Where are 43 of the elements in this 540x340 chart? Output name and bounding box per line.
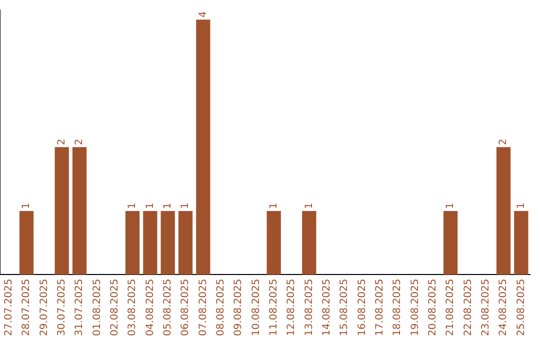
x-tick-label: 05.08.2025	[162, 278, 174, 336]
data-label: 1	[268, 202, 280, 209]
x-tick-label: 09.08.2025	[233, 278, 244, 336]
data-label: 2	[498, 138, 510, 146]
x-tick-label: 08.08.2025	[215, 278, 226, 336]
x-tick-label: 15.08.2025	[339, 278, 350, 336]
x-tick-label: 13.08.2025	[304, 278, 315, 336]
data-label: 2	[74, 138, 86, 146]
x-tick-label: 24.08.2025	[498, 278, 510, 336]
x-tick-label: 28.07.2025	[21, 278, 32, 336]
data-label: 1	[445, 202, 456, 209]
x-tick-label: 19.08.2025	[410, 278, 421, 336]
x-tick-label: 07.08.2025	[198, 278, 209, 336]
data-label: 1	[144, 202, 156, 209]
x-tick-label: 16.08.2025	[356, 278, 368, 336]
x-tick-label: 23.08.2025	[480, 278, 492, 336]
x-tick-label: 20.08.2025	[427, 278, 438, 336]
x-tick-label: 27.07.2025	[3, 278, 14, 336]
x-tick-label: 04.08.2025	[144, 278, 156, 336]
x-tick-label: 22.08.2025	[462, 278, 474, 336]
x-tick-label: 29.07.2025	[38, 278, 50, 336]
data-label: 1	[21, 202, 32, 209]
x-tick-label: 31.07.2025	[74, 278, 86, 336]
x-tick-label: 18.08.2025	[392, 278, 404, 336]
data-label: 1	[180, 202, 192, 209]
x-tick-label: 30.07.2025	[56, 278, 68, 336]
data-label: 1	[516, 202, 527, 209]
x-tick-label: 21.08.2025	[445, 278, 456, 336]
data-label: 1	[162, 202, 174, 209]
x-tick-label: 14.08.2025	[321, 278, 332, 336]
data-label: 2	[56, 138, 68, 146]
x-tick-label: 02.08.2025	[109, 278, 120, 336]
x-tick-label: 10.08.2025	[250, 278, 262, 336]
x-tick-label: 01.08.2025	[92, 278, 103, 336]
x-tick-label: 03.08.2025	[127, 278, 138, 336]
data-label: 4	[198, 11, 209, 18]
data-label: 1	[304, 202, 315, 209]
x-tick-label: 25.08.2025	[516, 278, 527, 336]
x-tick-label: 12.08.2025	[286, 278, 298, 336]
x-tick-label: 11.08.2025	[268, 278, 280, 336]
data-label: 1	[127, 202, 138, 209]
x-tick-label: 17.08.2025	[374, 278, 386, 336]
x-tick-label: 06.08.2025	[180, 278, 192, 336]
